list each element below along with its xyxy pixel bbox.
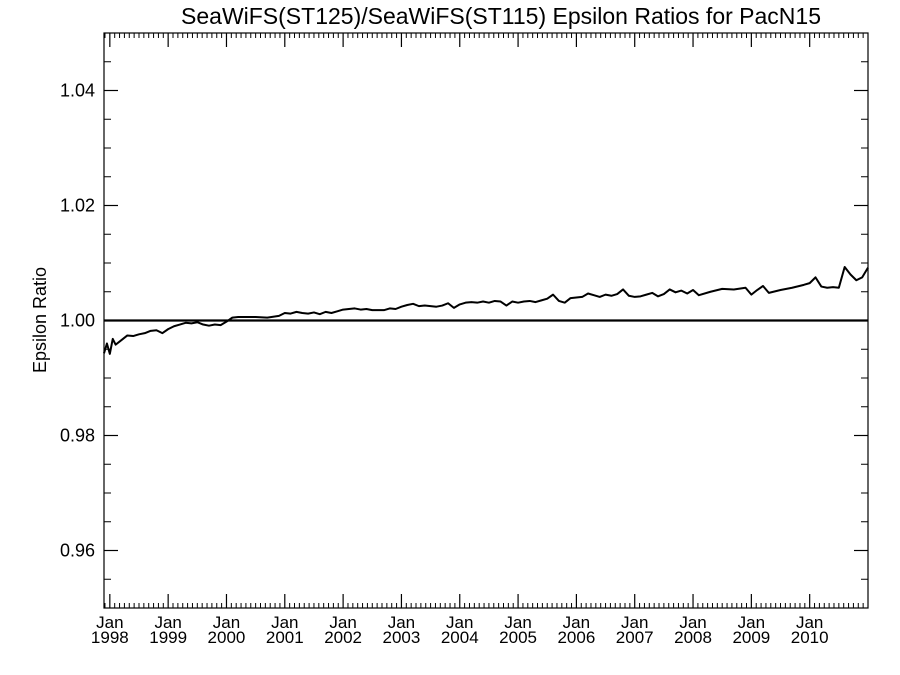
y-tick-label: 0.98 [60, 426, 95, 446]
x-tick-label-year: 2004 [441, 628, 479, 647]
x-tick-label-month: Jan [271, 613, 298, 632]
x-tick-label-month: Jan [96, 613, 123, 632]
x-tick-label-year: 2005 [499, 628, 537, 647]
chart-title: SeaWiFS(ST125)/SeaWiFS(ST115) Epsilon Ra… [181, 3, 821, 29]
x-axis: Jan1998Jan1999Jan2000Jan2001Jan2002Jan20… [91, 33, 829, 647]
x-tick-label-month: Jan [504, 613, 531, 632]
x-tick-label-year: 2002 [324, 628, 362, 647]
x-tick-label-year: 2009 [732, 628, 770, 647]
x-tick-label-month: Jan [154, 613, 181, 632]
x-tick-label-month: Jan [446, 613, 473, 632]
x-tick-label-month: Jan [796, 613, 823, 632]
y-axis: 0.96 0.98 1.00 1.02 1.04 [60, 81, 868, 561]
x-tick-label-year: 1998 [91, 628, 129, 647]
x-tick-label-month: Jan [621, 613, 648, 632]
x-tick-label-month: Jan [213, 613, 240, 632]
y-tick-label: 0.96 [60, 541, 95, 561]
x-tick-label-month: Jan [679, 613, 706, 632]
x-tick-label-year: 2001 [266, 628, 304, 647]
x-tick-label-month: Jan [388, 613, 415, 632]
x-tick-label-year: 1999 [149, 628, 187, 647]
x-tick-label-month: Jan [738, 613, 765, 632]
y-tick-label: 1.02 [60, 196, 95, 216]
x-tick-label-year: 2000 [208, 628, 246, 647]
minor-ticks [104, 32, 869, 609]
x-tick-label-year: 2010 [791, 628, 829, 647]
x-tick-label-year: 2006 [557, 628, 595, 647]
x-tick-label-year: 2008 [674, 628, 712, 647]
y-tick-label: 1.00 [60, 311, 95, 331]
x-tick-label-month: Jan [329, 613, 356, 632]
series-line [103, 266, 869, 355]
x-tick-label-month: Jan [563, 613, 590, 632]
y-tick-label: 1.04 [60, 81, 95, 101]
x-tick-label-year: 2007 [616, 628, 654, 647]
x-tick-label-year: 2003 [383, 628, 421, 647]
y-axis-label: Epsilon Ratio [30, 267, 50, 373]
